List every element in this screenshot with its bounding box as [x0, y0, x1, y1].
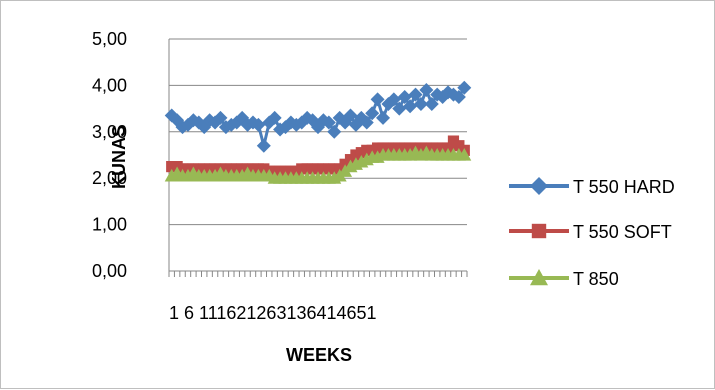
- data-point: [419, 83, 434, 98]
- data-point: [343, 108, 358, 123]
- legend-item: T 550 SOFT: [509, 222, 672, 242]
- data-point: [530, 269, 548, 286]
- data-point: [408, 87, 423, 102]
- y-tick-label: 4,00: [92, 75, 127, 95]
- data-point: [370, 92, 385, 107]
- legend-label: T 550 HARD: [573, 177, 675, 197]
- x-tick-labels: 1 6 111621263136414651: [169, 303, 377, 323]
- y-tick-label: 3,00: [92, 122, 127, 142]
- y-axis-title: KUNAS: [109, 125, 129, 189]
- data-point: [213, 110, 228, 125]
- series: [164, 80, 472, 184]
- data-point: [531, 223, 547, 239]
- data-point: [256, 138, 271, 153]
- legend-label: T 850: [573, 269, 619, 289]
- data-point: [365, 106, 380, 121]
- data-point: [386, 92, 401, 107]
- legend-item: T 550 HARD: [509, 177, 675, 197]
- legend: T 550 HARD T 550 SOFT T 850: [509, 177, 675, 289]
- x-axis-title: WEEKS: [286, 345, 352, 365]
- x-axis-tick-labels: 1 6 111621263136414651: [169, 303, 377, 323]
- data-point: [321, 115, 336, 130]
- data-point: [376, 110, 391, 125]
- data-point: [245, 115, 260, 130]
- y-tick-label: 1,00: [92, 215, 127, 235]
- data-point: [457, 80, 472, 95]
- data-point: [530, 177, 548, 195]
- series-1: [164, 80, 472, 153]
- series-3: [164, 145, 472, 184]
- data-point: [327, 124, 342, 139]
- data-point: [191, 115, 206, 130]
- data-point: [267, 110, 282, 125]
- data-point: [283, 115, 298, 130]
- legend-label: T 550 SOFT: [573, 222, 672, 242]
- data-point: [413, 96, 428, 111]
- y-axis-tick-labels: 0,00 1,00 2,00 3,00 4,00 5,00: [92, 29, 127, 281]
- data-point: [403, 99, 418, 114]
- data-point: [251, 117, 266, 132]
- data-point: [359, 115, 374, 130]
- data-point: [451, 90, 466, 104]
- data-point: [424, 96, 439, 111]
- y-tick-label: 2,00: [92, 168, 127, 188]
- legend-item: T 850: [509, 269, 619, 289]
- y-tick-label: 0,00: [92, 261, 127, 281]
- data-point: [392, 101, 407, 116]
- data-point: [397, 90, 412, 104]
- axes: [168, 39, 468, 277]
- data-point: [457, 148, 472, 161]
- y-tick-label: 5,00: [92, 29, 127, 49]
